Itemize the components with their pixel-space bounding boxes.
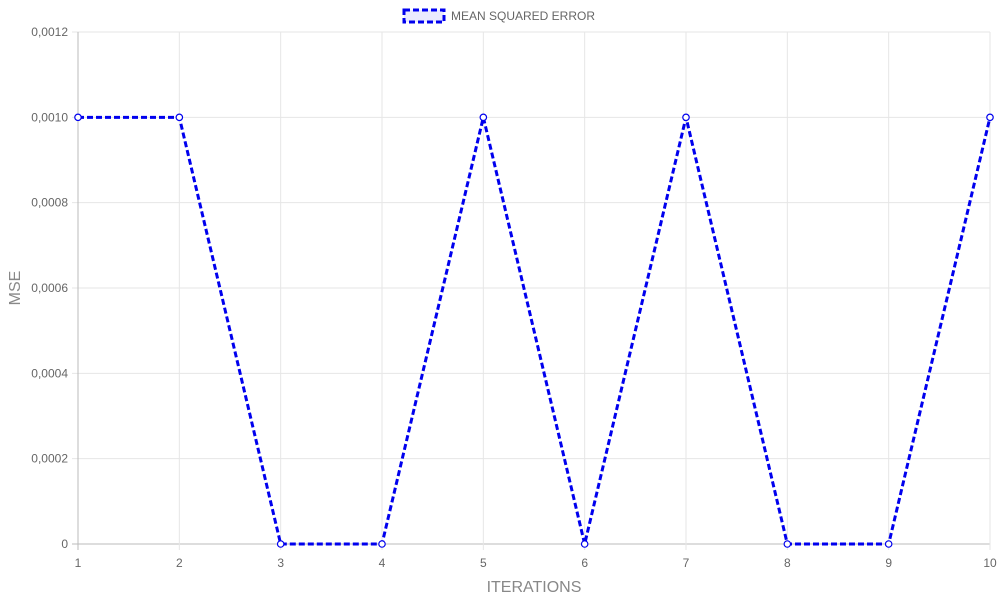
data-point[interactable] (884, 540, 893, 548)
x-tick-label: 2 (176, 556, 183, 570)
data-point[interactable] (74, 113, 82, 122)
legend-swatch[interactable] (402, 8, 446, 24)
data-point[interactable] (986, 113, 994, 122)
y-axis-ticks: 0 0,0002 0,0004 0,0006 0,0008 0,0010 0,0012 (31, 25, 68, 551)
x-tick-label: 8 (784, 556, 791, 570)
y-tick-label: 0,0002 (31, 452, 68, 466)
x-axis-ticks: 1 2 3 4 5 6 7 8 9 10 (75, 556, 997, 570)
x-tick-label: 3 (277, 556, 284, 570)
data-point[interactable] (378, 540, 386, 548)
data-point[interactable] (682, 113, 690, 122)
y-tick-label: 0,0010 (31, 110, 68, 124)
y-axis-title: MSE (7, 271, 24, 306)
grid-lines (72, 31, 991, 550)
x-tick-label: 9 (885, 556, 892, 570)
y-tick-label: 0,0012 (31, 25, 68, 39)
series-line (78, 115, 992, 546)
x-tick-label: 6 (581, 556, 588, 570)
x-tick-label: 5 (480, 556, 487, 570)
x-tick-label: 1 (75, 556, 82, 570)
series-layer (74, 113, 994, 548)
legend[interactable]: MEAN SQUARED ERROR (402, 8, 595, 24)
y-tick-label: 0,0008 (31, 196, 68, 210)
data-point[interactable] (783, 540, 792, 548)
y-tick-label: 0 (61, 537, 68, 551)
y-tick-label: 0,0004 (31, 366, 68, 380)
x-tick-label: 10 (983, 556, 997, 570)
x-tick-label: 7 (683, 556, 690, 570)
data-point[interactable] (175, 113, 184, 122)
data-point[interactable] (479, 113, 488, 122)
x-axis-title: ITERATIONS (487, 579, 582, 596)
x-tick-label: 4 (379, 556, 386, 570)
legend-label[interactable]: MEAN SQUARED ERROR (451, 9, 595, 23)
data-point[interactable] (580, 540, 589, 548)
y-tick-label: 0,0006 (31, 281, 68, 295)
data-point[interactable] (276, 540, 285, 548)
